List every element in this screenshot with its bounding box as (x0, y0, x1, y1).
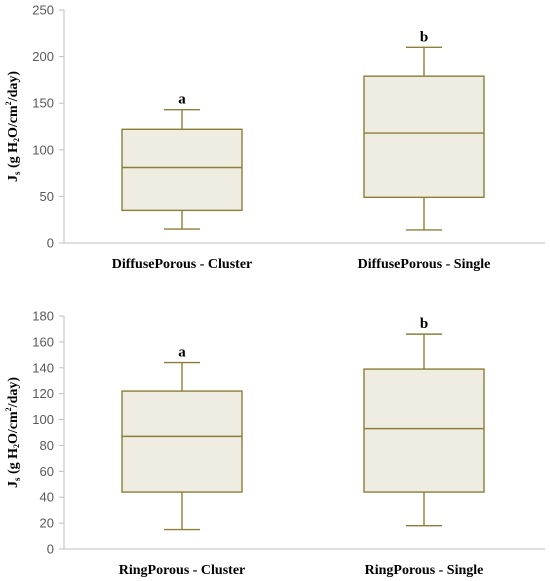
category-label: RingPorous - Single (365, 563, 484, 578)
y-tick-label: 0 (47, 542, 54, 557)
box-2: b DiffusePorous - Single (358, 29, 491, 272)
y-tick-label: 150 (32, 96, 54, 111)
chart-panel-1: 0 50 100 150 200 250 Js (g H2O/cm2/day) a Diffus… (4, 3, 545, 272)
y-axis-label: Js (g H2O/cm2/day) (4, 377, 22, 488)
y-tick-label: 80 (40, 438, 54, 453)
box-1: a RingPorous - Cluster (119, 345, 246, 578)
category-label: RingPorous - Cluster (119, 563, 246, 578)
category-label: DiffusePorous - Single (358, 257, 491, 272)
y-tick-label: 160 (32, 334, 54, 349)
y-tick-label: 250 (32, 3, 54, 18)
significance-letter: a (178, 92, 186, 108)
y-tick-label: 100 (32, 142, 54, 157)
chart-panel-2: 0 20 40 60 80 100 120 140 160 180 Js (g H2O/cm2/da… (4, 309, 545, 578)
iqr-box (121, 128, 243, 212)
y-tick-label: 100 (32, 412, 54, 427)
y-tick-label: 0 (47, 236, 54, 251)
y-axis-label: Js (g H2O/cm2/day) (4, 71, 22, 182)
y-tick-label: 60 (40, 464, 54, 479)
y-tick-label: 20 (40, 516, 54, 531)
box-2: b RingPorous - Single (363, 316, 485, 578)
y-tick-label: 40 (40, 490, 54, 505)
box-1: a DiffusePorous - Cluster (112, 92, 253, 272)
y-tick-label: 180 (32, 309, 54, 324)
category-label: DiffusePorous - Cluster (112, 257, 253, 272)
iqr-box (363, 368, 485, 493)
y-tick-label: 200 (32, 49, 54, 64)
significance-letter: b (420, 316, 428, 332)
iqr-box (363, 75, 485, 199)
y-tick-label: 50 (40, 189, 54, 204)
significance-letter: b (420, 29, 428, 45)
y-tick-label: 120 (32, 386, 54, 401)
iqr-box (121, 390, 243, 493)
y-tick-label: 140 (32, 360, 54, 375)
significance-letter: a (178, 345, 186, 361)
